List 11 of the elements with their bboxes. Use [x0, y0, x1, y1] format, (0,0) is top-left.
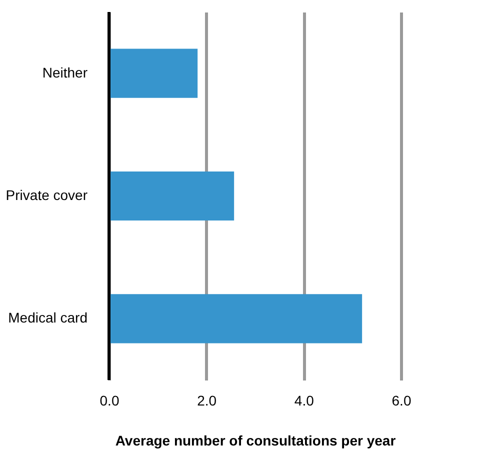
- bar: [109, 294, 362, 344]
- x-tick-label: 4.0: [294, 392, 314, 408]
- y-tick-label: Private cover: [6, 187, 88, 203]
- bar: [109, 171, 234, 221]
- x-tick-label: 0.0: [100, 392, 120, 408]
- y-tick-label: Neither: [42, 64, 88, 80]
- x-tick-label: 6.0: [392, 392, 412, 408]
- y-tick-label: Medical card: [8, 310, 88, 326]
- x-axis-title: Average number of consultations per year: [115, 432, 396, 448]
- bar: [109, 48, 198, 98]
- x-tick-label: 2.0: [197, 392, 217, 408]
